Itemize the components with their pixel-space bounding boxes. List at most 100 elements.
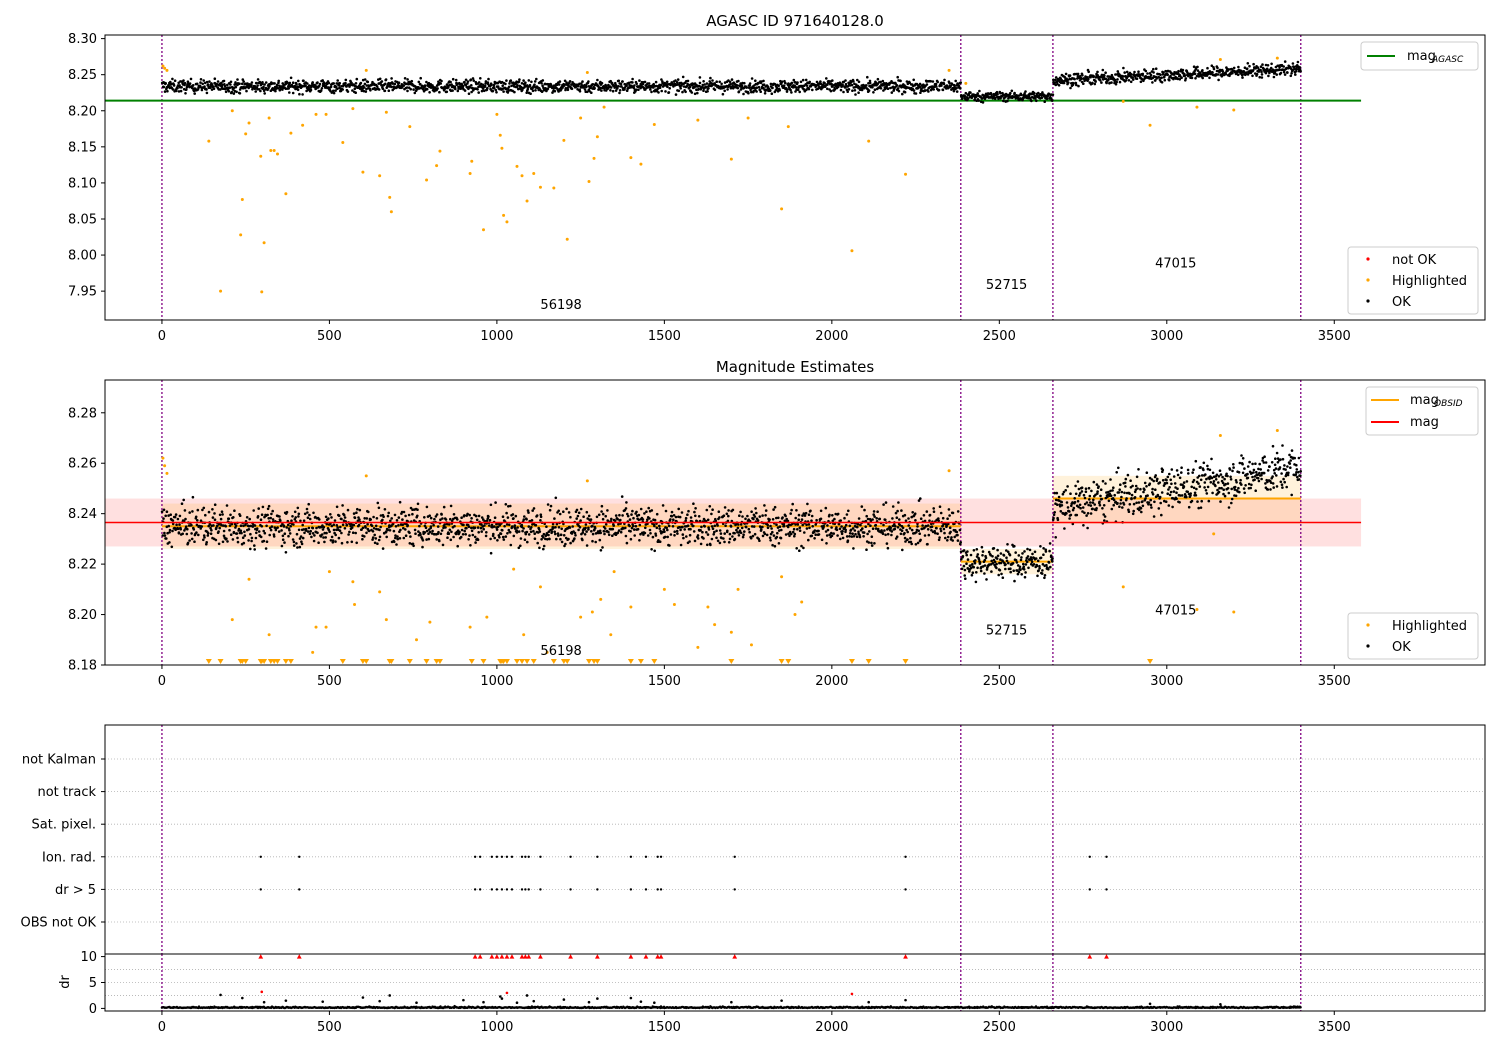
ok-point [436,525,440,528]
ok-point [1043,100,1046,103]
ok-point [1176,77,1180,81]
ok-point [236,540,240,544]
ok-point [358,508,362,512]
ok-point [872,91,875,94]
ok-point [963,568,967,572]
ok-point [463,80,466,84]
ok-point [480,530,484,533]
ok-point [1124,477,1128,481]
highlighted-point [850,249,854,253]
ok-point [835,526,838,529]
ok-point [229,80,233,84]
ok-point [1037,91,1040,95]
ok-point [522,518,526,521]
ok-point [770,527,773,530]
ok-point [569,541,572,545]
ok-point [423,531,427,534]
ok-point [1236,73,1240,77]
ok-point [454,87,457,91]
ok-point [538,546,541,550]
ok-point [1120,495,1123,499]
ok-point [384,82,387,86]
ok-point [1231,71,1234,75]
ok-point [456,544,460,548]
ok-point [337,536,341,540]
ok-point [698,76,702,79]
ok-point [557,509,560,513]
ok-point [1077,487,1081,491]
highlighted-point [780,207,784,211]
ok-point [228,86,232,89]
ok-point [718,529,722,532]
ok-point [813,537,816,540]
ok-point [860,88,864,92]
ok-point [999,552,1003,555]
ok-point [404,514,407,518]
ok-point [633,84,636,87]
ok-point [636,527,640,531]
ok-point [729,525,733,528]
ok-point [924,89,927,92]
ok-point [775,535,779,539]
ok-point [1149,73,1153,77]
ok-point [554,532,557,536]
ok-point [1130,497,1133,500]
ok-point [377,88,381,91]
ok-point [1024,571,1027,574]
ok-point [1193,72,1197,75]
ok-point [1139,495,1142,498]
ok-point [875,517,878,520]
ok-point [419,86,423,90]
ok-point [260,513,264,516]
ok-point [1017,96,1020,100]
ok-point [189,77,193,81]
ok-point [811,88,814,92]
ok-point [956,533,959,537]
ok-point [685,84,689,88]
ok-point [177,531,181,534]
ok-point [856,525,859,529]
ok-point [261,505,265,509]
ok-point [761,514,764,517]
ok-point [1261,63,1264,66]
ok-point [336,87,339,91]
ok-point [1036,559,1040,563]
ok-point [698,81,702,85]
ok-point [1122,503,1126,506]
ok-point [1115,80,1118,84]
ok-point [296,506,300,510]
ok-point [1243,66,1247,69]
ok-point [785,90,789,93]
ok-point [458,530,461,534]
ok-point [236,78,239,81]
highlighted-point [267,116,271,120]
ok-point [1151,81,1154,84]
ok-point [681,525,684,529]
ok-point [1066,506,1070,509]
ok-point [1178,78,1182,81]
ok-point [810,514,814,518]
ok-point [599,86,602,90]
ok-point [790,508,793,512]
ok-point [649,532,652,535]
ok-point [1020,573,1023,576]
ok-point [965,553,968,557]
ok-point [188,539,191,542]
ok-point [213,518,217,521]
ok-point [973,98,976,102]
ok-point [202,538,205,542]
ok-point [321,528,325,531]
ok-point [1152,515,1156,518]
ok-point [372,515,375,519]
highlighted-point [230,109,234,113]
ok-point [735,84,739,87]
ok-point [512,517,515,520]
ok-point [1076,72,1080,76]
ok-point [822,524,825,528]
ok-point [488,518,492,522]
ok-point [995,566,998,570]
ok-point [408,531,411,535]
ok-point [634,88,638,91]
ok-point [886,87,890,90]
ok-point [211,508,214,511]
